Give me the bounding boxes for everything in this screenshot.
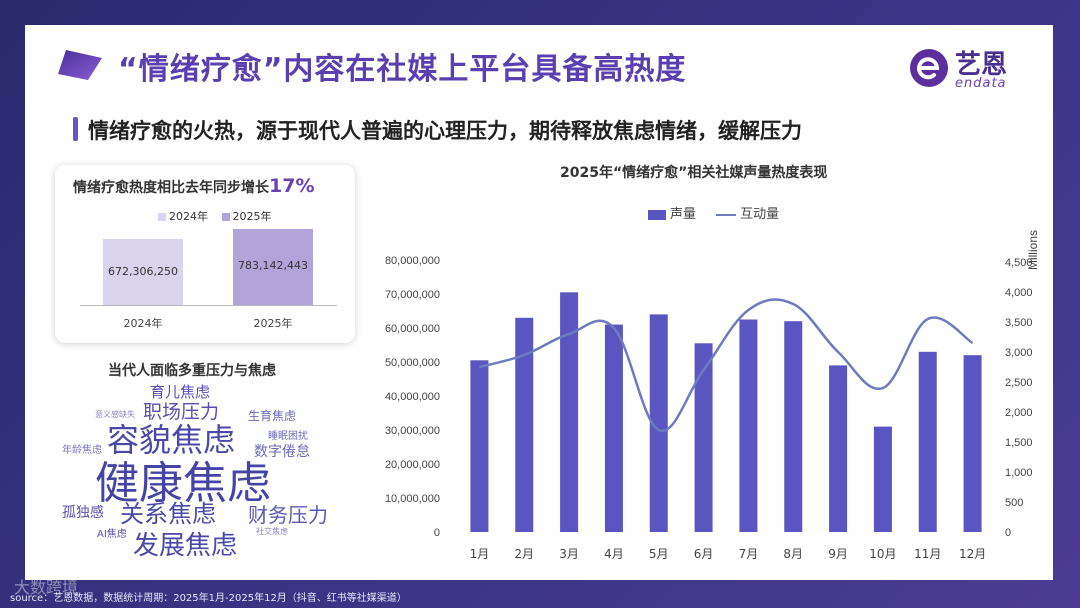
growth-legend: 2024年 2025年 <box>158 208 272 224</box>
word-cloud-word: 生育焦虑 <box>248 409 297 423</box>
legend-interaction: 互动量 <box>740 207 780 222</box>
brand-name-en: endata <box>955 76 1007 91</box>
word-cloud-word: 育儿焦虑 <box>150 383 211 401</box>
legend-2025-swatch <box>221 213 230 221</box>
word-cloud-title: 当代人面临多重压力与焦虑 <box>108 363 276 379</box>
growth-bar <box>233 228 313 305</box>
legend-volume-swatch <box>648 209 666 220</box>
growth-card-title: 情绪疗愈热度相比去年同步增长17% <box>73 175 314 197</box>
growth-bar-category: 2024年 <box>123 317 163 330</box>
growth-bar <box>103 239 183 305</box>
legend-2025: 2025年 <box>232 210 272 223</box>
title-decoration-icon <box>58 50 102 80</box>
word-cloud-word: 职场压力 <box>143 401 220 423</box>
chart-title: 2025年“情绪疗愈”相关社媒声量热度表现 <box>560 165 828 181</box>
growth-card: 情绪疗愈热度相比去年同步增长17% 2024年 2025年 672,306,25… <box>55 165 355 343</box>
page-title: “情绪疗愈”内容在社媒上平台具备高热度 <box>118 52 687 87</box>
word-cloud-word: 关系焦虑 <box>120 500 216 528</box>
page-subtitle: 情绪疗愈的火热，源于现代人普遍的心理压力，期待释放焦虑情绪，缓解压力 <box>88 119 802 143</box>
endata-logo-icon <box>910 49 948 87</box>
word-cloud-word: 意义感缺失 <box>95 410 135 419</box>
growth-axis <box>80 305 337 306</box>
word-cloud-word: 年龄焦虑 <box>62 445 102 456</box>
chart-legend: 声量 互动量 <box>648 203 779 222</box>
word-cloud-word: 社交焦虑 <box>256 527 288 536</box>
legend-2024: 2024年 <box>169 210 208 223</box>
legend-volume: 声量 <box>670 207 697 222</box>
word-cloud-word: 孤独感 <box>62 505 104 521</box>
word-cloud-word: 容貌焦虑 <box>107 421 236 459</box>
growth-bar-category: 2025年 <box>253 317 293 330</box>
growth-card-title-text: 情绪疗愈热度相比去年同步增长 <box>73 180 269 196</box>
word-cloud-word: 健康焦虑 <box>95 458 271 509</box>
word-cloud-word: AI焦虑 <box>97 529 127 540</box>
legend-2024-swatch <box>158 213 166 221</box>
footer-source: source：艺恩数据，数据统计周期：2025年1月-2025年12月（抖音、红… <box>10 593 407 604</box>
legend-interaction-swatch <box>716 213 737 216</box>
growth-bar-value: 783,142,443 <box>238 258 308 272</box>
word-cloud-word: 财务压力 <box>248 503 328 527</box>
watermark: 大数跨境 <box>14 578 79 597</box>
word-cloud-word: 发展焦虑 <box>133 531 238 561</box>
word-cloud-word: 睡眠困扰 <box>268 431 308 442</box>
brand-name-cn: 艺恩 <box>955 50 1008 80</box>
brand-logo: 艺恩 endata <box>905 46 1035 96</box>
growth-bar-value: 672,306,250 <box>108 265 178 279</box>
growth-percent: 17% <box>269 175 315 197</box>
subtitle-accent <box>73 117 78 141</box>
word-cloud-word: 数字倦怠 <box>254 444 310 460</box>
